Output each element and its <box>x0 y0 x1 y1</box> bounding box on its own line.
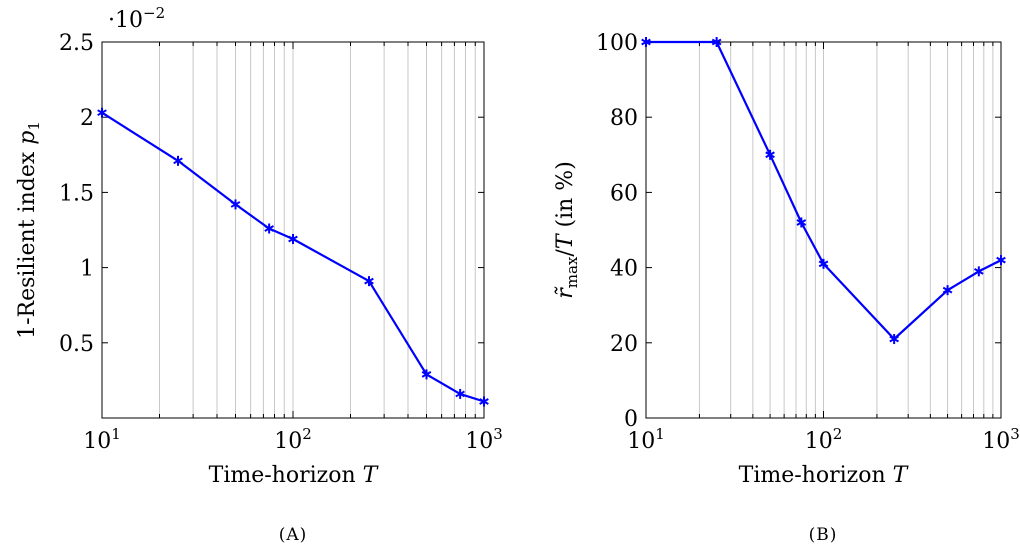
b-y-tick-label: 60 <box>610 181 638 206</box>
b-data-point <box>996 255 1006 266</box>
b-caption: (B) <box>809 525 838 545</box>
a-y-tick-label: 0.5 <box>59 332 94 357</box>
a-x-tick-exp: 1 <box>111 425 121 443</box>
b-marker-stroke <box>711 38 722 46</box>
a-data-point <box>455 388 465 399</box>
b-marker-stroke <box>818 260 829 268</box>
b-x-tick-base: 10 <box>982 429 1010 454</box>
a-data-point <box>173 155 183 166</box>
b-y-tick-label: 100 <box>596 31 638 56</box>
b-marker-stroke <box>641 38 651 46</box>
a-marker-stroke <box>173 157 183 165</box>
a-x-tick-exp: 3 <box>493 425 503 443</box>
b-data-point <box>711 37 722 47</box>
a-x-tick-exp: 2 <box>302 425 312 443</box>
a-data-point <box>264 223 274 234</box>
b-x-tick-label: 103 <box>982 425 1020 454</box>
b-x-tick-label: 102 <box>805 425 843 454</box>
b-x-tick-exp: 3 <box>1010 425 1020 443</box>
a-marker-stroke <box>479 398 489 405</box>
a-data-point <box>288 234 298 245</box>
a-data-point <box>479 396 489 407</box>
b-y-tick-label: 0 <box>624 407 638 432</box>
a-data-point <box>421 369 432 380</box>
a-marker-stroke <box>455 390 465 398</box>
a-scale-note-exp: −2 <box>143 4 165 22</box>
a-x-tick-label: 103 <box>465 425 503 454</box>
b-y-tick-label: 20 <box>610 332 638 357</box>
b-y-axis-label: r̃max/T (in %) <box>553 161 581 299</box>
a-x-tick-base: 10 <box>274 429 302 454</box>
b-data-point <box>765 149 775 160</box>
b-y-tick-label: 40 <box>610 257 638 282</box>
a-scale-note-base: ·10 <box>108 8 143 33</box>
b-marker-stroke <box>973 267 984 275</box>
b-y-tick-label: 80 <box>610 106 638 131</box>
b-data-point <box>641 37 651 47</box>
b-marker-stroke <box>996 256 1006 264</box>
b-marker-stroke <box>765 151 775 159</box>
b-data-point <box>942 285 953 296</box>
b-x-tick-base: 10 <box>805 429 833 454</box>
b-data-point <box>973 266 984 277</box>
a-y-tick-label: 2 <box>80 106 94 131</box>
a-y-tick-label: 2.5 <box>59 31 94 56</box>
a-marker-stroke <box>288 235 298 243</box>
b-marker-stroke <box>796 219 807 226</box>
a-x-tick-base: 10 <box>83 429 111 454</box>
a-x-axis-label: Time-horizon T <box>209 463 380 488</box>
b-x-axis-label: Time-horizon T <box>739 463 910 488</box>
a-scale-note: ·10−2 <box>108 4 165 33</box>
a-y-tick-label: 1 <box>80 257 94 282</box>
b-grid <box>698 42 994 418</box>
b-x-tick-exp: 1 <box>655 425 665 443</box>
b-marker-stroke <box>942 286 953 294</box>
b-marker-stroke <box>889 335 899 343</box>
a-data-point <box>364 276 374 287</box>
a-x-tick-label: 101 <box>83 425 121 454</box>
b-data-point <box>796 217 807 228</box>
a-marker-stroke <box>230 201 241 208</box>
a-y-tick-label: 1.5 <box>59 181 94 206</box>
a-marker-stroke <box>97 109 107 117</box>
a-marker-stroke <box>264 225 274 232</box>
a-y-axis-label: 1-Resilient index p1 <box>15 121 43 339</box>
a-caption: (A) <box>279 525 308 545</box>
a-grid <box>158 42 476 418</box>
a-x-tick-label: 102 <box>274 425 312 454</box>
b-data-point <box>818 258 829 269</box>
b-data-point <box>889 334 899 345</box>
b-x-tick-base: 10 <box>627 429 655 454</box>
a-data-point <box>230 199 241 210</box>
b-x-tick-exp: 2 <box>833 425 843 443</box>
a-marker-stroke <box>421 371 432 378</box>
b-series <box>641 37 1006 345</box>
a-x-tick-base: 10 <box>465 429 493 454</box>
b-x-tick-label: 101 <box>627 425 665 454</box>
a-marker-stroke <box>364 277 374 285</box>
a-series <box>97 107 489 407</box>
a-data-point <box>97 107 107 118</box>
